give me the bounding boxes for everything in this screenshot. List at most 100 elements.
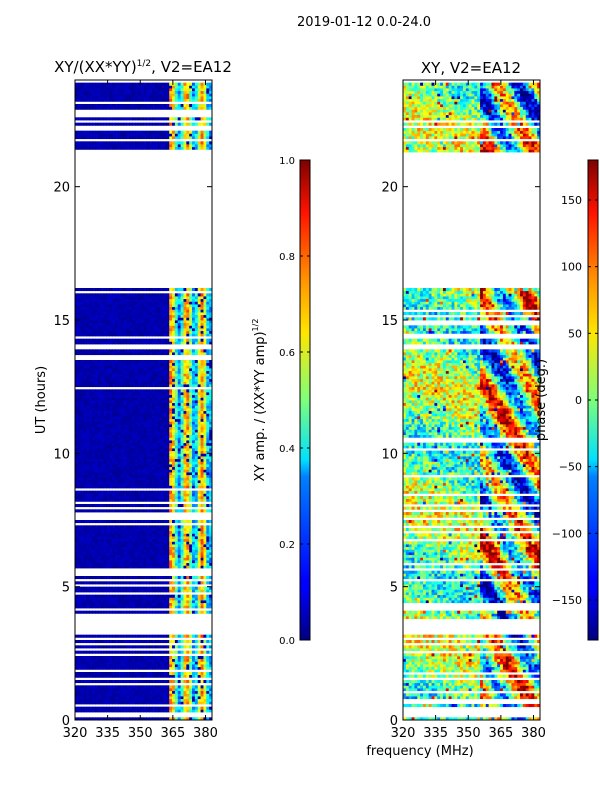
heatmap-cell	[154, 482, 159, 486]
heatmap-cell	[86, 373, 90, 377]
heatmap-cell	[172, 554, 176, 558]
heatmap-cell	[126, 610, 130, 614]
heatmap-cell	[146, 645, 150, 649]
heatmap-cell	[163, 389, 167, 393]
heatmap-cell	[149, 378, 153, 382]
heatmap-cell	[89, 413, 93, 417]
heatmap-cell	[160, 680, 165, 684]
heatmap-cell	[109, 610, 113, 614]
heatmap-cell	[160, 600, 165, 604]
heatmap-cell	[200, 432, 205, 436]
heatmap-cell	[172, 362, 176, 366]
heatmap-cell	[203, 429, 207, 433]
heatmap-cell	[206, 690, 210, 694]
heatmap-cell	[157, 493, 162, 497]
heatmap-cell	[177, 698, 182, 702]
heatmap-cell	[152, 477, 156, 481]
heatmap-cell	[92, 656, 96, 660]
heatmap-cell	[200, 562, 205, 566]
heatmap-cell	[140, 365, 145, 369]
heatmap-cell	[154, 440, 159, 444]
heatmap-cell	[200, 560, 205, 564]
heatmap-cell	[192, 509, 196, 513]
heatmap-cell	[126, 504, 130, 508]
heatmap-cell	[146, 672, 150, 676]
heatmap-cell	[140, 688, 145, 692]
heatmap-cell	[109, 552, 113, 556]
heatmap-cell	[103, 445, 107, 449]
heatmap-cell	[183, 674, 187, 678]
heatmap-cell	[146, 490, 150, 494]
heatmap-cell	[152, 349, 156, 353]
heatmap-cell	[97, 525, 102, 529]
heatmap-cell	[80, 381, 85, 385]
heatmap-cell	[160, 405, 165, 409]
heatmap-cell	[172, 498, 176, 502]
heatmap-cell	[172, 445, 176, 449]
heatmap-cell	[189, 650, 193, 654]
heatmap-cell	[92, 560, 96, 564]
heatmap-cell	[75, 634, 79, 638]
heatmap-cell	[80, 496, 85, 500]
heatmap-cell	[183, 581, 187, 585]
heatmap-cell	[152, 394, 156, 398]
heatmap-cell	[172, 701, 176, 705]
heatmap-cell	[140, 402, 145, 406]
heatmap-cell	[180, 496, 185, 500]
heatmap-cell	[86, 445, 90, 449]
heatmap-cell	[143, 392, 147, 396]
heatmap-cell	[206, 546, 210, 550]
heatmap-cell	[146, 602, 150, 606]
heatmap-cell	[77, 426, 82, 430]
heatmap-cell	[189, 709, 193, 713]
heatmap-cell	[209, 685, 212, 689]
heatmap-cell	[75, 610, 79, 614]
heatmap-cell	[117, 349, 122, 353]
heatmap-cell	[172, 525, 176, 529]
heatmap-cell	[77, 360, 82, 364]
heatmap-cell	[80, 650, 85, 654]
heatmap-cell	[97, 602, 102, 606]
heatmap-cell	[94, 554, 99, 558]
heatmap-cell	[192, 400, 196, 404]
heatmap-cell	[194, 472, 199, 476]
heatmap-cell	[77, 600, 82, 604]
heatmap-cell	[129, 408, 133, 412]
heatmap-cell	[100, 605, 105, 609]
heatmap-cell	[166, 482, 170, 486]
heatmap-cell	[157, 394, 162, 398]
heatmap-cell	[180, 370, 185, 374]
heatmap-cell	[174, 576, 179, 580]
heatmap-cell	[126, 672, 130, 676]
heatmap-cell	[109, 666, 113, 670]
heatmap-cell	[177, 709, 182, 713]
heatmap-cell	[180, 480, 185, 484]
heatmap-cell	[109, 416, 113, 420]
heatmap-cell	[186, 536, 190, 540]
heatmap-cell	[154, 549, 159, 553]
heatmap-cell	[109, 373, 113, 377]
heatmap-cell	[129, 696, 133, 700]
heatmap-cell	[112, 597, 116, 601]
heatmap-cell	[106, 373, 110, 377]
heatmap-cell	[192, 373, 196, 377]
heatmap-cell	[157, 416, 162, 420]
heatmap-cell	[137, 458, 142, 462]
heatmap-cell	[183, 552, 187, 556]
heatmap-cell	[146, 410, 150, 414]
heatmap-cell	[86, 552, 90, 556]
heatmap-cell	[163, 666, 167, 670]
heatmap-cell	[103, 549, 107, 553]
heatmap-cell	[109, 458, 113, 462]
heatmap-cell	[97, 696, 102, 700]
heatmap-cell	[114, 680, 119, 684]
heatmap-cell	[197, 552, 202, 556]
heatmap-cell	[209, 634, 212, 638]
heatmap-cell	[109, 680, 113, 684]
heatmap-cell	[169, 450, 173, 454]
heatmap-cell	[80, 352, 85, 356]
heatmap-cell	[160, 376, 165, 380]
heatmap-cell	[117, 448, 122, 452]
heatmap-cell	[89, 349, 93, 353]
heatmap-cell	[206, 554, 210, 558]
